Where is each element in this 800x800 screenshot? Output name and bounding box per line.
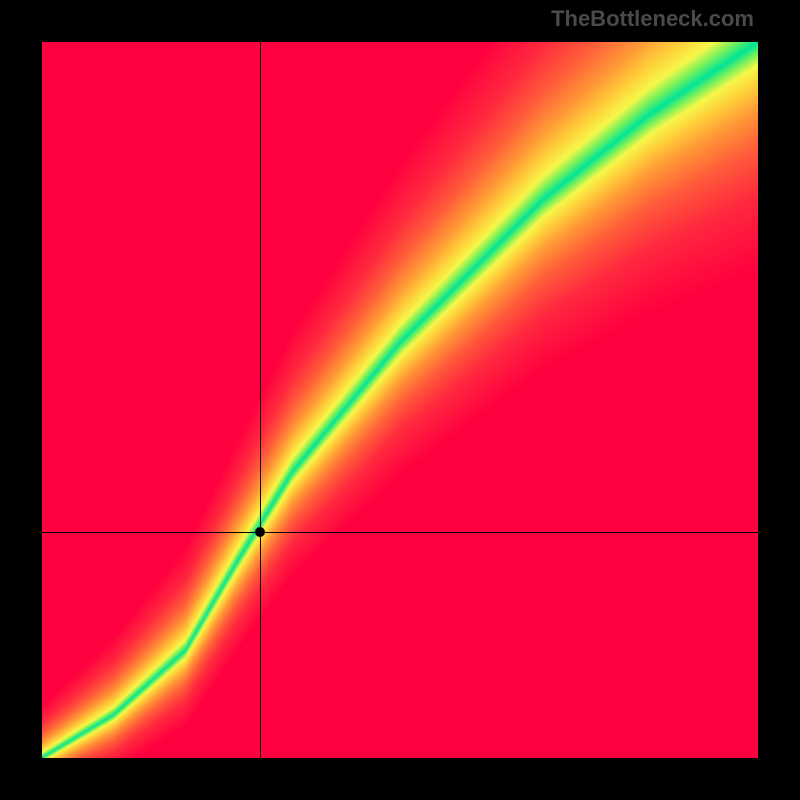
heatmap-canvas [42, 42, 758, 758]
crosshair-marker [255, 527, 265, 537]
watermark-text: TheBottleneck.com [551, 6, 754, 32]
plot-area [42, 42, 758, 758]
crosshair-vertical [260, 42, 261, 758]
chart-frame: TheBottleneck.com [0, 0, 800, 800]
crosshair-horizontal [42, 532, 758, 533]
